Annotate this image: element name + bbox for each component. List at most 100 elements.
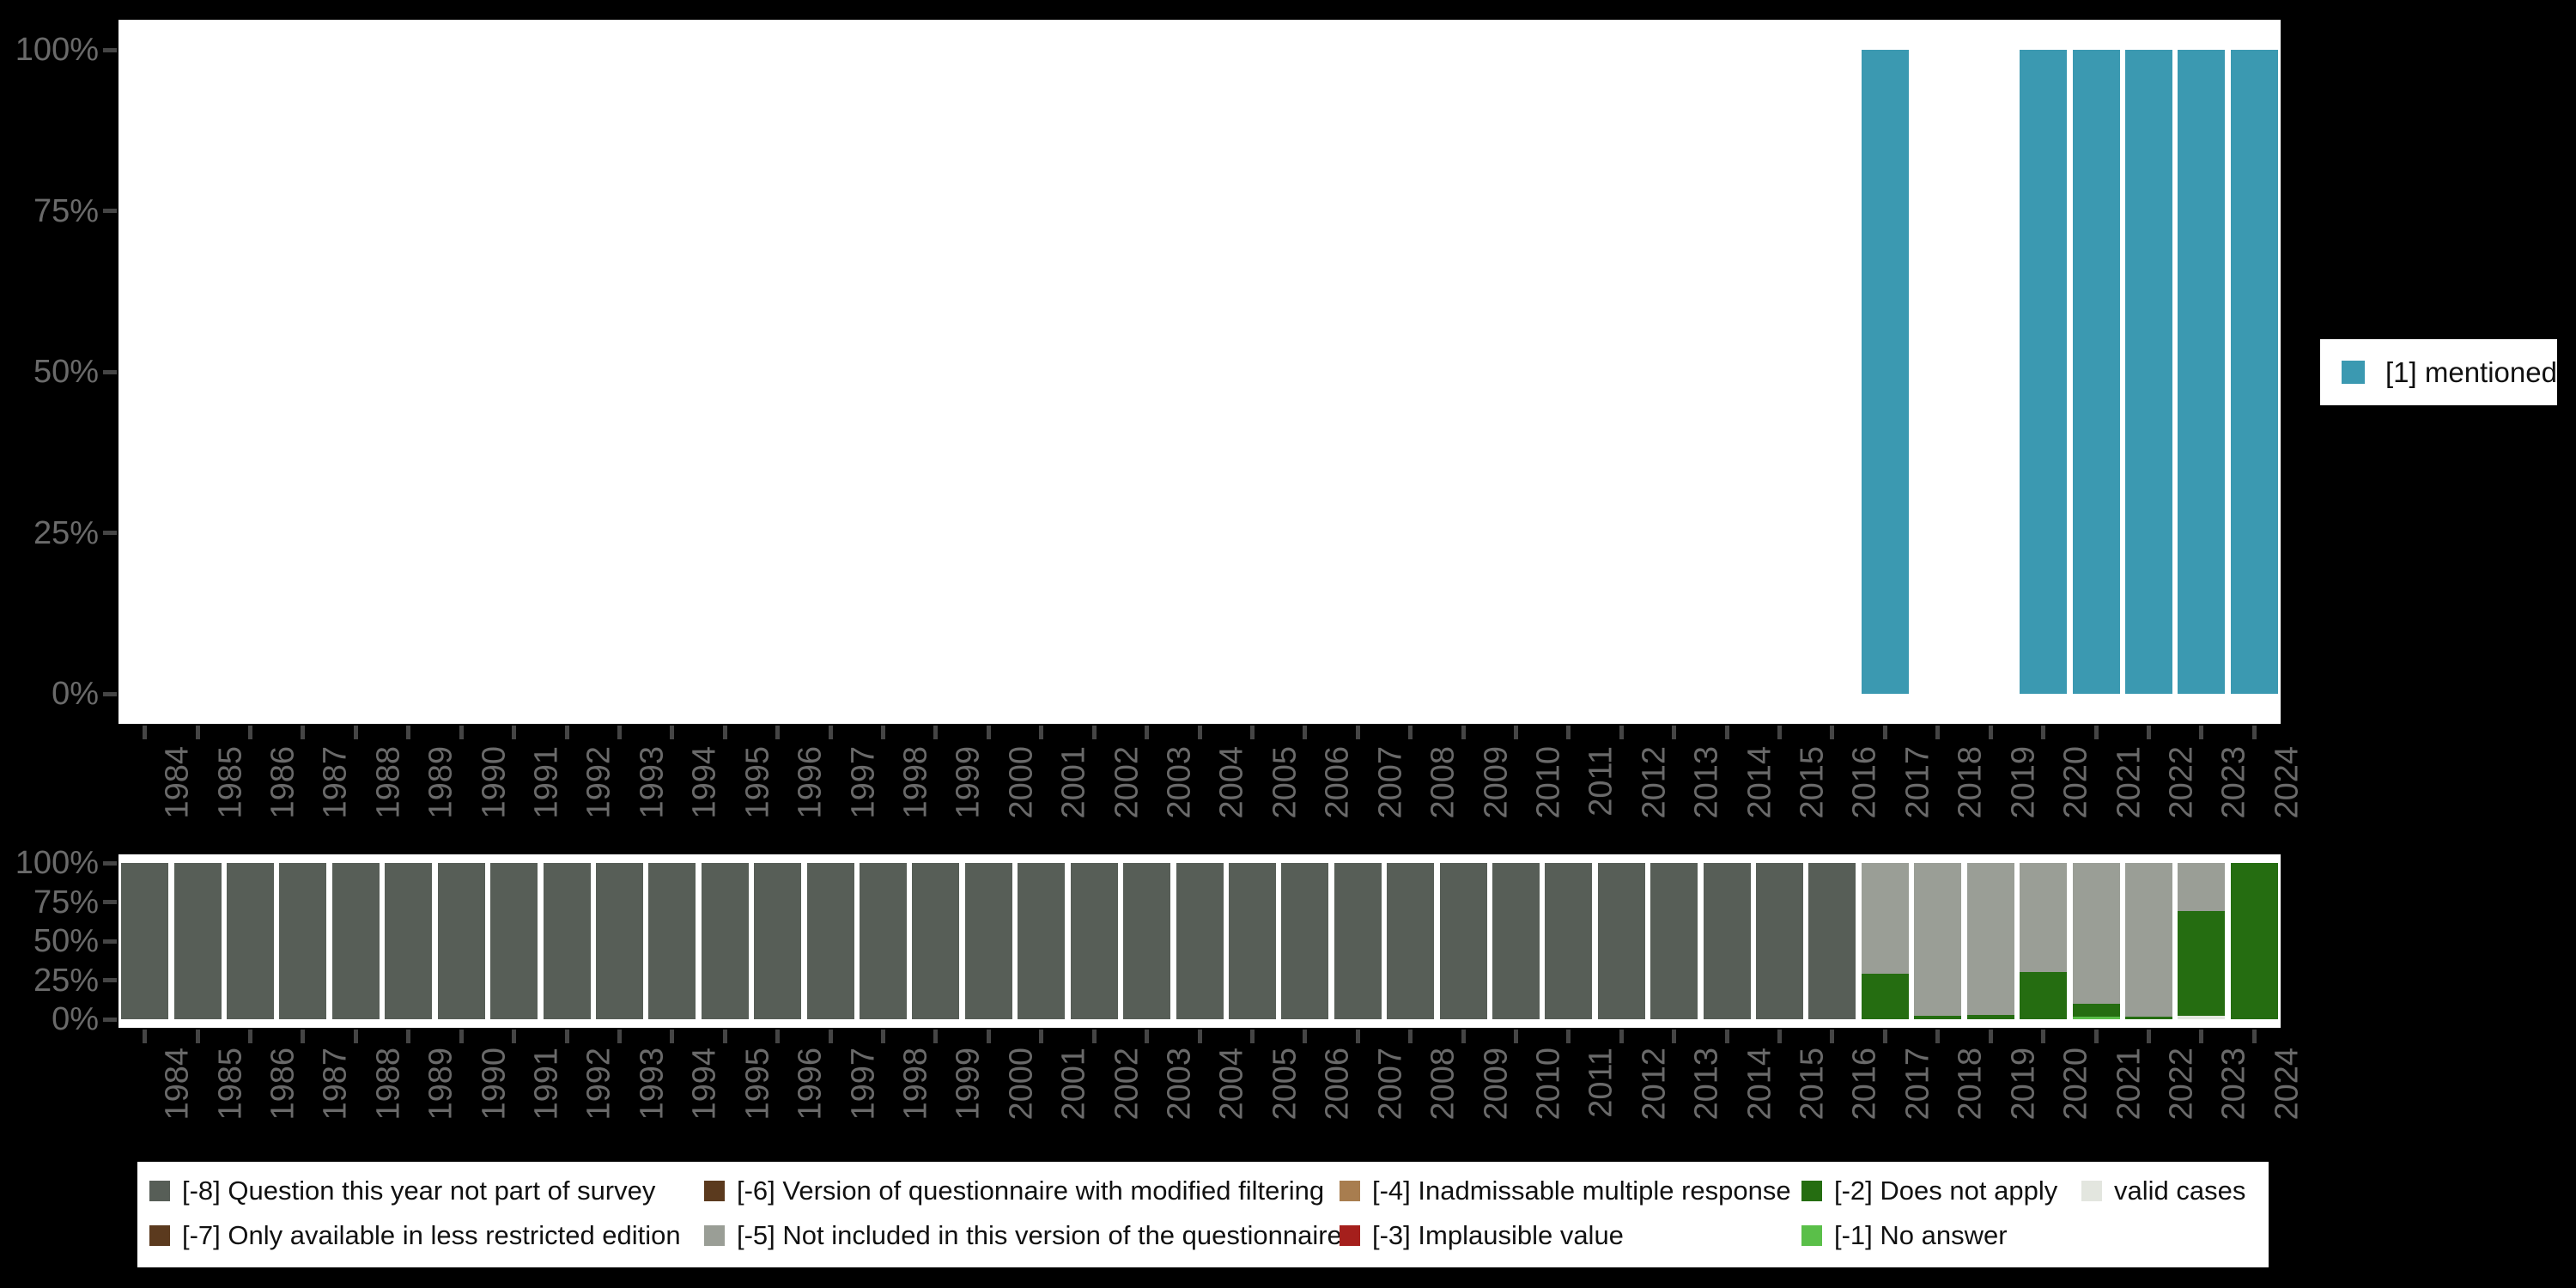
x-tick-1996 [775,1030,781,1043]
x-tick-1990 [459,726,464,739]
x-tick-label-2022: 2022 [2163,746,2200,819]
x-tick-label-1995: 1995 [739,746,776,819]
bar-segment-1988--8 [331,863,380,1019]
x-tick-label-2001: 2001 [1055,1048,1092,1121]
y-tick-75% [103,900,117,904]
y-tick-25% [103,978,117,982]
x-tick-2001 [1039,1030,1044,1043]
x-tick-label-1988: 1988 [370,746,407,819]
legend-label-minus-4: [-4] Inadmissable multiple response [1372,1176,1791,1206]
bar-segment-2021-mentioned [2072,50,2120,694]
x-tick-2013 [1672,1030,1677,1043]
x-tick-2007 [1355,726,1360,739]
legend-swatch-minus-7 [149,1225,170,1246]
bar-segment-2001--8 [1018,863,1066,1019]
x-tick-label-1984: 1984 [159,746,196,819]
bar-segment-2003--8 [1123,863,1171,1019]
x-tick-label-2014: 2014 [1741,746,1778,819]
x-tick-1988 [353,1030,358,1043]
x-tick-2016 [1830,726,1835,739]
x-tick-2010 [1513,1030,1518,1043]
x-tick-2012 [1619,1030,1624,1043]
x-tick-2004 [1197,1030,1202,1043]
bar-segment-2017--5 [1861,863,1909,975]
x-tick-label-2004: 2004 [1214,1048,1250,1121]
legend-swatch-minus-2 [1801,1181,1822,1201]
bar-segment-1989--8 [385,863,433,1019]
x-tick-label-2008: 2008 [1425,746,1461,819]
bar-segment-2018--5 [1914,863,1962,1017]
x-tick-label-2002: 2002 [1109,1048,1145,1121]
bar-segment-2022--2 [2124,1017,2172,1019]
top-chart-plot-area [118,20,2281,724]
bar-segment-1990--8 [437,863,485,1019]
x-tick-2023 [2199,726,2204,739]
x-tick-label-1988: 1988 [370,1048,407,1121]
bar-segment-2024--2 [2230,863,2278,1019]
x-tick-label-1987: 1987 [317,746,354,819]
x-tick-2021 [2093,1030,2099,1043]
legend-label-minus-6: [-6] Version of questionnaire with modif… [737,1176,1325,1206]
x-tick-1987 [301,726,306,739]
x-tick-2015 [1777,726,1783,739]
x-tick-label-2008: 2008 [1425,1048,1461,1121]
x-tick-label-2023: 2023 [2215,1048,2252,1121]
x-tick-2012 [1619,726,1624,739]
x-tick-2013 [1672,726,1677,739]
y-tick-label-75%: 75% [33,884,99,920]
bar-segment-2022-mentioned [2124,50,2172,694]
x-tick-2005 [1249,1030,1255,1043]
x-tick-label-1989: 1989 [422,1048,459,1121]
legend-swatch-minus-5 [704,1225,725,1246]
bar-segment-2010--8 [1492,863,1540,1019]
x-tick-2007 [1355,1030,1360,1043]
x-tick-label-1991: 1991 [528,746,565,819]
bar-segment-2021--1 [2072,1017,2120,1019]
x-tick-1995 [722,726,727,739]
x-tick-label-2005: 2005 [1267,746,1303,819]
legend-top-chart: [1] mentioned [2320,339,2557,405]
x-tick-label-1985: 1985 [212,746,249,819]
y-tick-0% [103,1017,117,1022]
x-tick-1985 [195,1030,200,1043]
bar-segment-1992--8 [543,863,591,1019]
x-tick-label-1996: 1996 [792,1048,829,1121]
y-tick-label-50%: 50% [33,923,99,959]
x-tick-2023 [2199,1030,2204,1043]
x-tick-label-2000: 2000 [1003,746,1040,819]
x-tick-1997 [828,1030,833,1043]
x-tick-label-2002: 2002 [1109,746,1145,819]
x-tick-label-2022: 2022 [2163,1048,2200,1121]
x-tick-label-2012: 2012 [1636,1048,1673,1121]
x-tick-2020 [2041,726,2046,739]
bar-segment-2006--8 [1281,863,1329,1019]
x-tick-label-1994: 1994 [686,1048,723,1121]
bar-segment-1987--8 [279,863,327,1019]
bar-segment-1986--8 [227,863,275,1019]
bar-segment-1998--8 [860,863,907,1019]
bar-segment-2015--8 [1756,863,1804,1019]
bar-segment-2021--2 [2072,1003,2120,1018]
x-tick-2018 [1935,1030,1941,1043]
y-tick-25% [103,531,117,535]
x-tick-label-2013: 2013 [1688,746,1725,819]
x-tick-2017 [1882,726,1887,739]
x-tick-2017 [1882,1030,1887,1043]
x-tick-1995 [722,1030,727,1043]
x-tick-label-2005: 2005 [1267,1048,1303,1121]
legend-label-minus-5: [-5] Not included in this version of the… [737,1220,1342,1250]
bar-segment-2011--8 [1545,863,1593,1019]
x-tick-label-2006: 2006 [1319,746,1356,819]
bar-segment-2023-mentioned [2178,50,2226,694]
x-tick-2022 [2146,1030,2151,1043]
x-tick-label-2016: 2016 [1846,746,1883,819]
legend-label-minus-3: [-3] Implausible value [1372,1220,1624,1250]
bar-segment-2014--8 [1703,863,1751,1019]
x-tick-2008 [1408,1030,1413,1043]
x-tick-label-2019: 2019 [2005,1048,2042,1121]
x-tick-label-2020: 2020 [2057,746,2094,819]
x-tick-1992 [564,726,569,739]
x-tick-label-2009: 2009 [1478,1048,1515,1121]
bar-segment-2013--8 [1650,863,1698,1019]
x-tick-2018 [1935,726,1941,739]
